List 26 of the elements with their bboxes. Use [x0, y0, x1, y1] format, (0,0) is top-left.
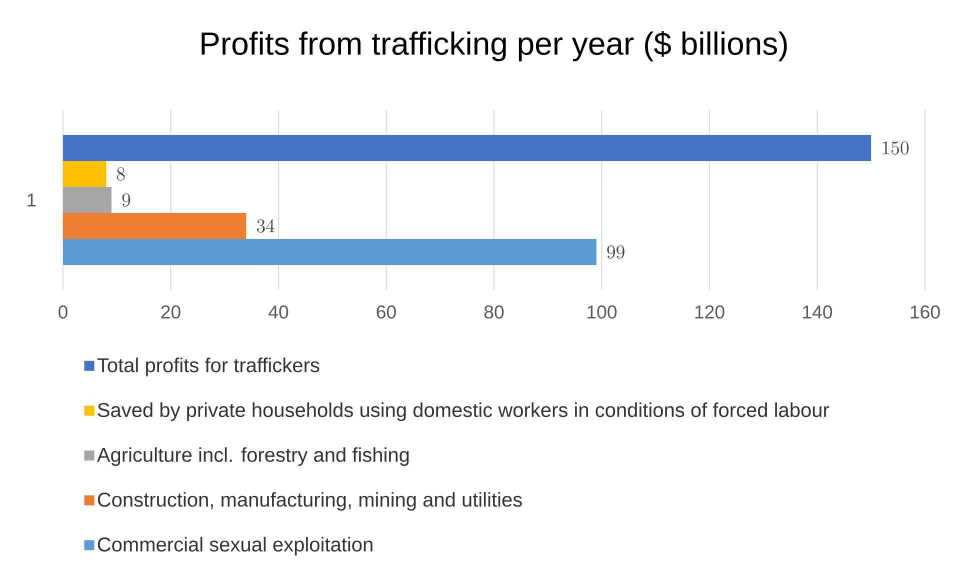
legend-label: Agriculture incl. forestry and fishing — [96, 447, 409, 466]
chart-title: Profits from trafficking per year ($ billions) — [202, 30, 787, 62]
x-tick-label: 20 — [161, 305, 180, 319]
x-tick-label: 60 — [376, 305, 396, 319]
data-label: 8 — [116, 167, 125, 181]
legend-label: Construction, manufacturing, mining and utilities — [98, 492, 522, 511]
bar — [63, 135, 872, 161]
x-tick-label: 80 — [484, 305, 504, 319]
bar — [63, 187, 112, 213]
x-tick-label: 120 — [695, 305, 724, 319]
x-tick-label: 0 — [58, 305, 68, 319]
bar — [63, 239, 596, 265]
x-tick-label: 100 — [588, 305, 617, 319]
data-label: 150 — [882, 141, 909, 155]
x-tick-label: 160 — [910, 305, 940, 319]
x-tick-label: 140 — [803, 305, 832, 319]
x-tick-label: 40 — [268, 305, 288, 319]
y-tick-label: 1 — [28, 194, 36, 206]
legend-label: Commercial sexual exploitation — [98, 536, 372, 556]
legend-label: Total profits for traffickers — [97, 358, 320, 376]
legend-label: Saved by private households using domestic workers in conditions of forced labour — [98, 402, 830, 422]
bar — [63, 161, 106, 188]
data-label: 99 — [607, 245, 624, 259]
data-label: 34 — [257, 219, 274, 233]
bar — [63, 213, 246, 240]
data-label: 9 — [122, 193, 130, 207]
